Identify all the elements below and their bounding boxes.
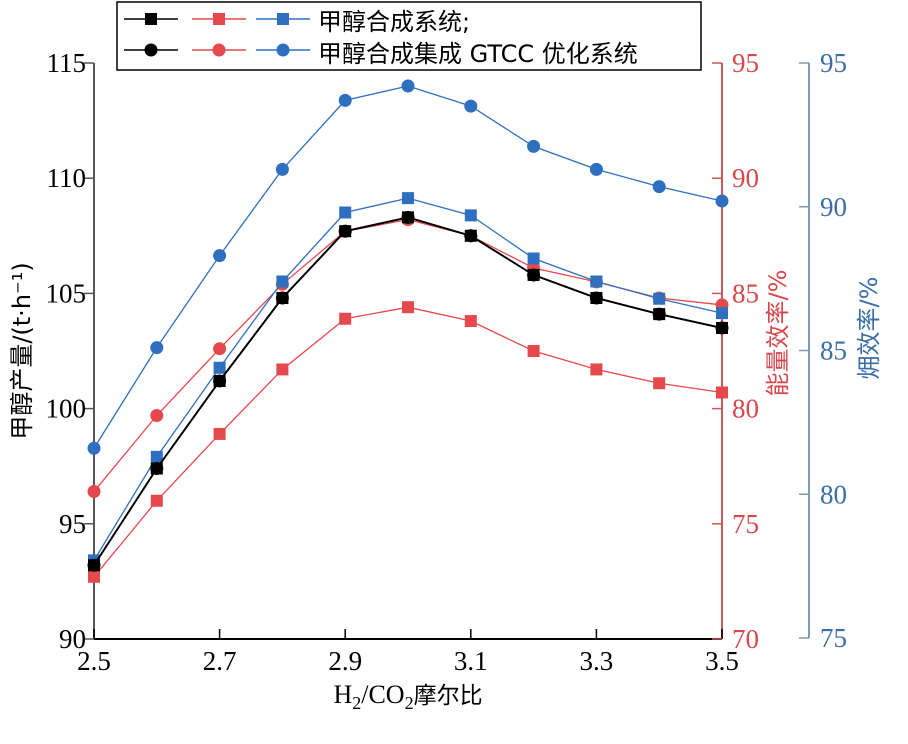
data-point-circle (87, 441, 101, 455)
data-point-circle (464, 99, 478, 113)
legend-circle-marker (144, 43, 158, 57)
left-tick-label: 90 (59, 624, 86, 654)
data-point-square (339, 206, 352, 219)
data-point-circle (464, 229, 478, 243)
data-point-square (276, 275, 289, 288)
legend-square-marker (277, 13, 289, 25)
data-point-square (402, 192, 414, 205)
x-axis-title-sub1: 2 (352, 693, 361, 713)
data-point-square (213, 361, 226, 374)
right2-tick-label: 75 (820, 623, 847, 653)
data-point-circle (275, 291, 289, 305)
series-line-2 (93, 306, 723, 578)
data-point-circle (589, 291, 603, 305)
data-point-square (653, 377, 666, 390)
data-point-square (590, 275, 603, 288)
right1-tick-label: 80 (732, 394, 759, 424)
right1-tick-label: 75 (732, 509, 759, 539)
data-point-circle (652, 307, 666, 321)
data-point-circle (715, 321, 729, 335)
data-point-circle (715, 194, 729, 208)
legend-label-1: 甲醇合成集成 GTCC 优化系统 (318, 40, 638, 68)
right1-tick-label: 90 (732, 163, 759, 193)
x-axis-title: H2/CO2摩尔比 (333, 680, 482, 713)
data-point-circle (527, 139, 541, 153)
x-tick-label: 2.9 (328, 646, 362, 676)
legend-square-marker (145, 13, 157, 25)
legend-square-marker (213, 13, 225, 25)
data-point-circle (652, 180, 666, 194)
data-point-square (339, 312, 352, 325)
data-point-circle (87, 485, 101, 499)
right1-tick-label: 85 (732, 278, 759, 308)
x-axis-title-tail: 摩尔比 (414, 683, 483, 709)
data-point-circle (213, 374, 227, 388)
data-point-circle (150, 341, 164, 355)
data-point-circle (527, 268, 541, 282)
data-point-circle (150, 409, 164, 423)
data-point-circle (401, 79, 415, 93)
data-point-square (716, 307, 728, 320)
legend-label-0: 甲醇合成系统; (318, 8, 470, 36)
data-point-circle (150, 462, 164, 476)
x-axis-title-mid: /CO (361, 680, 404, 709)
right1-tick-label: 70 (732, 624, 759, 654)
data-point-square (213, 427, 226, 440)
data-point-circle (213, 249, 227, 263)
data-point-square (653, 292, 666, 305)
data-point-square (527, 252, 540, 265)
left-axis-title: 甲醇产量/(t·h⁻¹) (8, 262, 36, 439)
left-tick-label: 100 (46, 394, 87, 424)
left-tick-label: 110 (47, 163, 87, 193)
right2-tick-label: 95 (820, 48, 847, 78)
legend: 甲醇合成系统; 甲醇合成集成 GTCC 优化系统 (116, 1, 702, 71)
data-point-circle (87, 558, 101, 572)
data-point-circle (275, 162, 289, 176)
series-line-0 (93, 216, 723, 566)
x-tick-label: 3.3 (580, 646, 614, 676)
legend-circle-marker (212, 43, 226, 57)
x-tick-label: 3.5 (705, 646, 739, 676)
x-tick-label: 2.5 (77, 646, 111, 676)
data-point-square (88, 570, 100, 583)
legend-circle-marker (276, 43, 290, 57)
right2-tick-label: 90 (820, 192, 847, 222)
data-point-circle (589, 162, 603, 176)
data-point-circle (213, 342, 227, 356)
data-point-circle (401, 210, 415, 224)
series-line-3 (93, 219, 723, 492)
x-axis-title-sub2: 2 (405, 693, 414, 713)
data-point-circle (338, 93, 352, 107)
data-point-square (716, 386, 728, 399)
series-line-1 (93, 216, 723, 566)
data-point-square (150, 450, 163, 463)
data-point-square (464, 209, 477, 222)
right2-tick-label: 80 (820, 479, 847, 509)
x-tick-label: 3.1 (454, 646, 488, 676)
data-point-square (527, 345, 540, 357)
left-tick-label: 95 (59, 509, 86, 539)
data-point-square (590, 363, 603, 376)
right2-tick-label: 85 (820, 336, 847, 366)
right2-axis-title: 㶲效率/% (855, 277, 883, 380)
series-line-4 (93, 197, 723, 561)
data-point-circle (338, 224, 352, 238)
data-point-square (150, 494, 163, 507)
series-line-5 (93, 85, 723, 449)
right1-axis-title: 能量效率/% (764, 270, 792, 397)
x-axis-title-h: H (333, 680, 352, 709)
left-tick-label: 105 (46, 278, 87, 308)
data-point-square (276, 363, 289, 376)
data-point-square (402, 301, 414, 314)
data-point-square (464, 315, 477, 328)
right1-tick-label: 95 (732, 48, 759, 78)
x-tick-label: 2.7 (203, 646, 237, 676)
left-tick-label: 115 (47, 48, 87, 78)
